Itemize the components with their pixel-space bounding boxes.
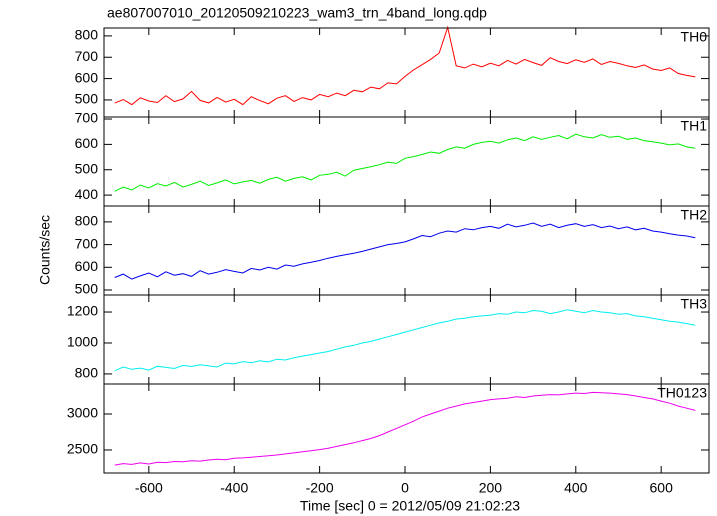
y-tick-label: 3000 <box>67 405 98 421</box>
y-tick-label: 700 <box>75 110 99 126</box>
y-tick-label: 2500 <box>67 441 98 457</box>
x-tick-label: 200 <box>479 480 503 496</box>
y-tick-label: 700 <box>75 48 99 64</box>
light-curve <box>114 25 696 106</box>
panel-label: TH2 <box>681 207 708 223</box>
x-tick-label: 400 <box>564 480 588 496</box>
y-tick-label: 700 <box>75 235 99 251</box>
panel-frame <box>103 205 710 296</box>
y-tick-label: 600 <box>75 69 99 85</box>
panel-frame <box>103 383 710 474</box>
y-tick-label: 500 <box>75 160 99 176</box>
panel-label: TH0123 <box>657 385 707 401</box>
y-tick-label: 500 <box>75 91 99 107</box>
y-tick-label: 800 <box>75 213 99 229</box>
x-tick-label: -400 <box>220 480 248 496</box>
y-axis-label: Counts/sec <box>37 215 53 285</box>
y-tick-label: 600 <box>75 135 99 151</box>
y-tick-label: 600 <box>75 258 99 274</box>
chart-title: ae807007010_20120509210223_wam3_trn_4ban… <box>107 5 487 21</box>
y-tick-label: 800 <box>75 27 99 43</box>
x-axis-label: Time [sec] 0 = 2012/05/09 21:02:23 <box>300 498 520 514</box>
x-tick-label: 600 <box>650 480 674 496</box>
panel-label: TH3 <box>681 296 708 312</box>
panel-label: TH0 <box>681 29 708 45</box>
panel-frame <box>103 27 710 118</box>
light-curve <box>114 309 696 372</box>
y-tick-label: 1200 <box>67 303 98 319</box>
y-tick-label: 400 <box>75 186 99 202</box>
x-tick-label: -600 <box>135 480 163 496</box>
y-tick-label: 1000 <box>67 334 98 350</box>
light-curve <box>114 133 696 192</box>
x-tick-label: -200 <box>306 480 334 496</box>
panel-frame <box>103 116 710 207</box>
y-tick-label: 500 <box>75 281 99 297</box>
light-curve <box>114 222 696 280</box>
y-tick-label: 800 <box>75 365 99 381</box>
panel-label: TH1 <box>681 118 708 134</box>
x-tick-label: 0 <box>401 480 409 496</box>
panel-frame <box>103 294 710 385</box>
light-curve <box>114 391 696 466</box>
